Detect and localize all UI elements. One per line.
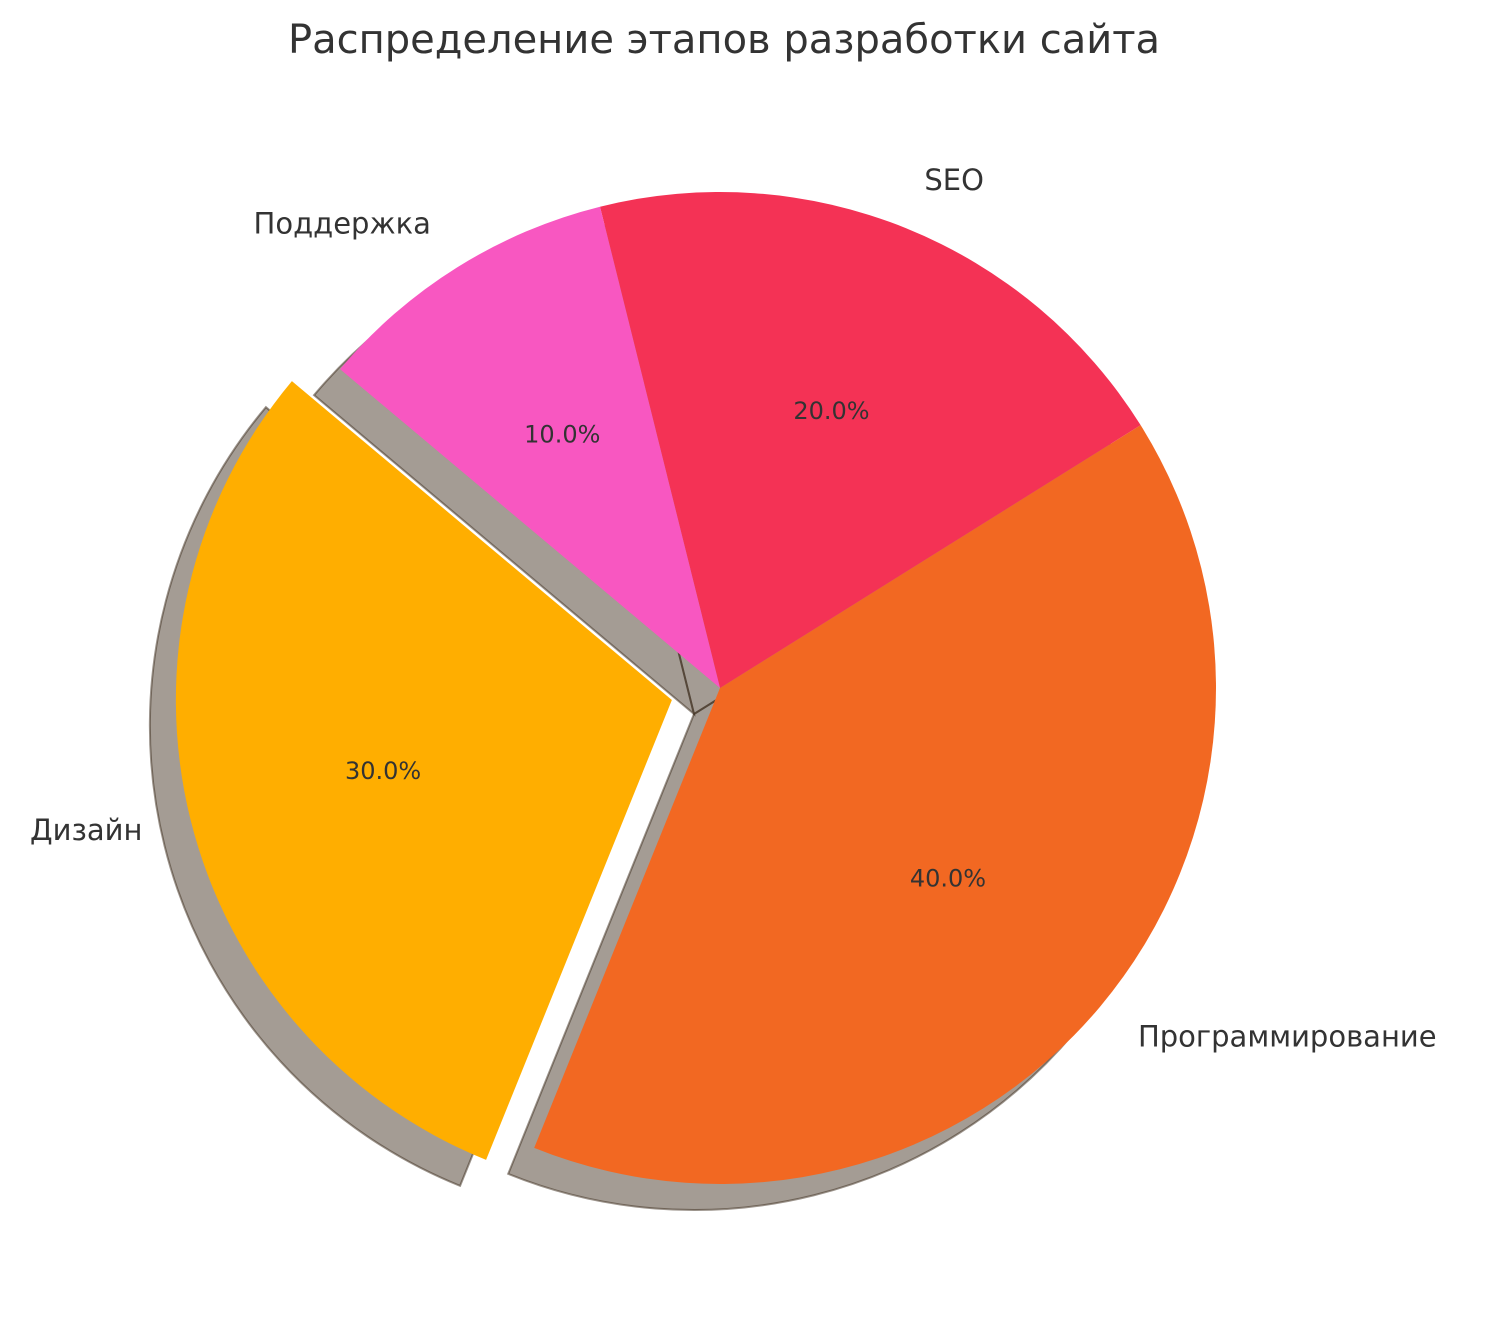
slice (534, 425, 1216, 1184)
value-label: 20.0% (793, 397, 869, 425)
value-label: 10.0% (524, 421, 600, 449)
slice (600, 192, 1141, 689)
slice-label: SEO (924, 163, 984, 197)
value-label: 30.0% (345, 757, 421, 785)
slice (175, 381, 672, 1160)
slice (340, 206, 720, 688)
slice-label: Дизайн (30, 813, 143, 847)
slice-label: Поддержка (254, 206, 431, 240)
value-label: 40.0% (910, 864, 986, 892)
slice-label: Программирование (1138, 1020, 1437, 1054)
chart-title: Распределение этапов разработки сайта (288, 17, 1160, 63)
